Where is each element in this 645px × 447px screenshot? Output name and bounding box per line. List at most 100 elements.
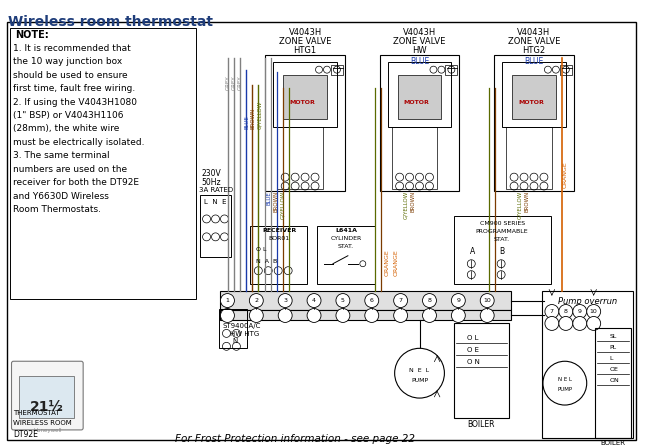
Text: A: A [470, 247, 475, 256]
Text: 7: 7 [399, 298, 402, 303]
Bar [19, 376, 74, 418]
Text: GREY: GREY [226, 75, 231, 89]
Text: G/YELLOW: G/YELLOW [281, 191, 286, 219]
Text: 7: 7 [550, 309, 554, 314]
Text: SL: SL [610, 334, 617, 339]
Text: 5: 5 [341, 298, 345, 303]
Circle shape [587, 316, 600, 330]
Circle shape [365, 294, 379, 308]
Text: ON: ON [610, 378, 619, 383]
Text: 230V: 230V [202, 169, 221, 178]
Text: G/YELLOW: G/YELLOW [403, 191, 408, 219]
Text: L641A: L641A [335, 228, 357, 233]
Text: HW: HW [412, 46, 427, 55]
Circle shape [365, 308, 379, 322]
Text: receiver for both the DT92E: receiver for both the DT92E [14, 178, 139, 187]
Text: 2. If using the V4043H1080: 2. If using the V4043H1080 [14, 97, 137, 106]
Text: Honeywell: Honeywell [33, 428, 61, 433]
Text: 8: 8 [564, 309, 568, 314]
Text: O L: O L [467, 335, 479, 342]
Bar [265, 55, 345, 191]
Text: O L: O L [256, 247, 267, 252]
Text: BOR01: BOR01 [269, 236, 290, 241]
Text: V4043H: V4043H [403, 28, 436, 37]
Text: RECEIVER: RECEIVER [262, 228, 296, 233]
Text: MOTOR: MOTOR [289, 100, 315, 105]
Circle shape [278, 294, 292, 308]
Text: BROWN: BROWN [524, 191, 530, 212]
Text: BLUE: BLUE [410, 57, 429, 66]
Text: PUMP: PUMP [411, 378, 428, 383]
Text: MOTOR: MOTOR [404, 100, 430, 105]
Bar [273, 62, 337, 127]
Text: 10: 10 [483, 298, 491, 303]
Text: 3. The same terminal: 3. The same terminal [14, 151, 110, 160]
Text: 6: 6 [370, 298, 373, 303]
Bar [502, 62, 566, 127]
Text: must be electrically isolated.: must be electrically isolated. [14, 138, 145, 147]
Bar [542, 291, 633, 438]
Bar [219, 308, 248, 348]
Text: STAT.: STAT. [338, 244, 354, 249]
Text: (28mm), the white wire: (28mm), the white wire [14, 124, 120, 133]
Text: BLUE: BLUE [245, 116, 250, 129]
Text: BLUE: BLUE [267, 191, 272, 205]
Bar [388, 62, 451, 127]
Bar [221, 291, 511, 311]
Circle shape [545, 304, 559, 318]
Text: HW HTG: HW HTG [230, 331, 260, 337]
Text: MOTOR: MOTOR [518, 100, 544, 105]
Bar [283, 75, 327, 119]
Text: (1" BSP) or V4043H1106: (1" BSP) or V4043H1106 [14, 111, 124, 120]
Text: OE: OE [610, 367, 619, 372]
Text: For Frost Protection information - see page 22: For Frost Protection information - see p… [175, 434, 415, 444]
Text: HTG2: HTG2 [522, 46, 546, 55]
Circle shape [559, 304, 573, 318]
Text: O N: O N [467, 359, 480, 365]
Bar [199, 195, 232, 257]
Bar [221, 311, 511, 320]
Text: NOTE:: NOTE: [15, 30, 49, 40]
Circle shape [481, 308, 494, 322]
Text: 21½: 21½ [30, 400, 63, 414]
Text: PL: PL [610, 346, 617, 350]
Circle shape [422, 308, 437, 322]
Circle shape [221, 308, 234, 322]
Circle shape [422, 294, 437, 308]
Text: CM900 SERIES: CM900 SERIES [480, 221, 524, 226]
Bar [317, 226, 375, 284]
Text: 1. It is recommended that: 1. It is recommended that [14, 44, 131, 53]
Text: THERMOSTAT: THERMOSTAT [14, 410, 60, 416]
Bar [380, 55, 459, 191]
Circle shape [451, 308, 465, 322]
Text: GREY: GREY [232, 75, 237, 89]
Bar [331, 65, 343, 75]
Text: CYLINDER: CYLINDER [330, 236, 361, 241]
Text: 8: 8 [428, 298, 432, 303]
Text: ZONE VALVE: ZONE VALVE [393, 37, 446, 46]
Text: 9: 9 [578, 309, 582, 314]
Text: GREY: GREY [238, 75, 243, 89]
Text: 9: 9 [457, 298, 461, 303]
Text: BROWN: BROWN [251, 108, 256, 129]
Bar [595, 329, 631, 438]
Text: BROWN: BROWN [410, 191, 415, 212]
Circle shape [336, 308, 350, 322]
Text: 3: 3 [283, 298, 287, 303]
Bar [277, 127, 323, 189]
Text: PUMP: PUMP [557, 387, 572, 392]
Bar [10, 28, 195, 299]
FancyBboxPatch shape [12, 361, 83, 430]
Circle shape [336, 294, 350, 308]
Text: WIRELESS ROOM: WIRELESS ROOM [14, 420, 72, 426]
Text: STAT.: STAT. [494, 237, 510, 242]
Text: 1: 1 [226, 298, 230, 303]
Text: BOILER: BOILER [468, 420, 495, 429]
Text: ST9400A/C: ST9400A/C [223, 324, 261, 329]
Text: N E L: N E L [558, 377, 572, 382]
Text: BOILER: BOILER [600, 440, 625, 446]
Text: 50Hz: 50Hz [202, 178, 221, 187]
Text: ORANGE: ORANGE [384, 249, 389, 275]
Circle shape [307, 294, 321, 308]
Bar [446, 65, 457, 75]
